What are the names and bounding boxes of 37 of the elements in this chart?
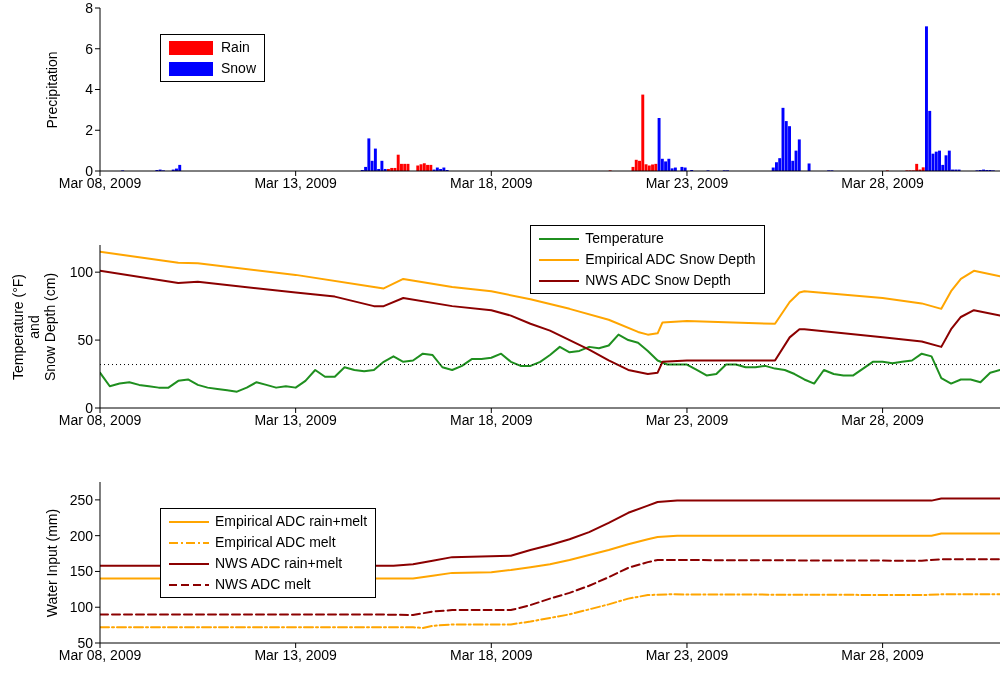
y-tick-label: 200: [69, 527, 94, 544]
y-tick-label: 0: [85, 162, 94, 179]
y-tick-label: 8: [85, 0, 94, 16]
legend-label: Rain: [221, 38, 250, 57]
legend-label: NWS ADC melt: [215, 575, 311, 594]
y-tick-label: 6: [85, 40, 94, 57]
y-tick-label: 0: [85, 399, 94, 416]
legend-label: Empirical ADC Snow Depth: [585, 250, 756, 269]
x-tick-label: Mar 13, 2009: [254, 646, 338, 663]
x-tick-label: Mar 13, 2009: [254, 174, 338, 191]
legend-label: Snow: [221, 59, 257, 78]
y-tick-label: 100: [69, 599, 94, 616]
legend-label: NWS ADC Snow Depth: [585, 271, 731, 290]
y-tick-label: 4: [85, 81, 94, 98]
y-axis-title: Temperature (°F) and Snow Depth (cm): [10, 272, 58, 381]
y-tick-label: 50: [77, 332, 94, 349]
y-tick-label: 250: [69, 491, 94, 508]
x-tick-label: Mar 23, 2009: [645, 174, 729, 191]
legend-label: Empirical ADC melt: [215, 533, 336, 552]
y-tick-label: 2: [85, 122, 94, 139]
x-tick-label: Mar 23, 2009: [645, 411, 729, 428]
x-tick-label: Mar 18, 2009: [450, 174, 533, 191]
legend-label: Empirical ADC rain+melt: [215, 512, 368, 531]
legend-label: Temperature: [585, 229, 664, 248]
x-tick-label: Mar 13, 2009: [254, 411, 338, 428]
x-tick-label: Mar 23, 2009: [645, 646, 729, 663]
x-tick-label: Mar 18, 2009: [450, 411, 533, 428]
x-tick-label: Mar 18, 2009: [450, 646, 533, 663]
y-axis-title: Precipitation: [44, 50, 60, 129]
x-tick-label: Mar 28, 2009: [841, 646, 925, 663]
y-tick-label: 100: [69, 264, 94, 281]
y-tick-label: 50: [77, 634, 94, 651]
x-tick-label: Mar 28, 2009: [841, 174, 925, 191]
x-tick-label: Mar 28, 2009: [841, 411, 925, 428]
legend-label: NWS ADC rain+melt: [215, 554, 343, 573]
y-tick-label: 150: [69, 563, 94, 580]
y-axis-title: Water Input (mm): [44, 508, 60, 617]
